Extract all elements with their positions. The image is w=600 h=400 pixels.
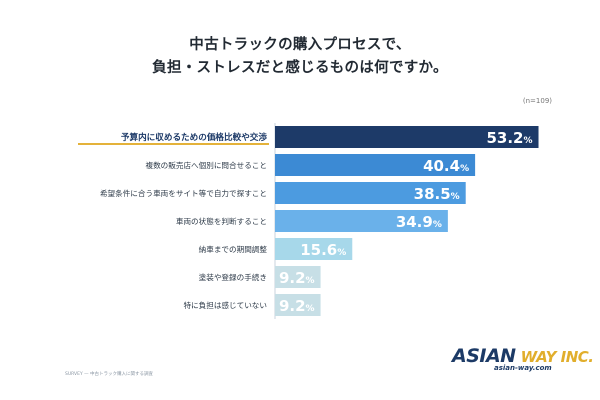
chart-title-line-2: 負担・ストレスだと感じるものは何ですか。 bbox=[152, 60, 448, 76]
bar bbox=[275, 266, 321, 288]
bar bbox=[275, 294, 321, 316]
data-label: 38.5% bbox=[414, 185, 460, 203]
data-label: 9.2% bbox=[279, 269, 315, 287]
data-label: 53.2% bbox=[486, 129, 532, 147]
bar bbox=[275, 154, 476, 176]
bar bbox=[275, 238, 353, 260]
category-label: 特に負担は感じていない bbox=[183, 300, 267, 310]
logo-word-secondary: WAY INC. bbox=[520, 348, 594, 366]
category-label: 希望条件に合う車両をサイト等で自力で探すこと bbox=[100, 188, 267, 198]
chart-title: 中古トラックの購入プロセスで、 負担・ストレスだと感じるものは何ですか。 bbox=[0, 34, 600, 80]
bar bbox=[275, 210, 448, 232]
category-label: 複数の販売店へ個別に問合せること bbox=[146, 160, 268, 170]
data-label: 9.2% bbox=[279, 297, 315, 315]
chart-title-line-1: 中古トラックの購入プロセスで、 bbox=[189, 37, 411, 53]
logo-word-primary: ASIAN bbox=[452, 345, 516, 367]
data-label: 34.9% bbox=[396, 213, 442, 231]
footnote: SURVEY — 中古トラック購入に関する調査 bbox=[65, 372, 154, 377]
bar bbox=[275, 182, 466, 204]
data-label: 40.4% bbox=[423, 157, 469, 175]
logo-url: asian-way.com bbox=[494, 364, 552, 372]
category-label: 納車までの期間調整 bbox=[199, 244, 268, 254]
category-label: 塗装や登録の手続き bbox=[199, 272, 267, 282]
bar bbox=[275, 126, 539, 148]
category-label: 車両の状態を判断すること bbox=[176, 216, 267, 226]
company-logo: ASIAN WAY INC. asian-way.com bbox=[452, 345, 594, 372]
sample-size: (n=109) bbox=[522, 97, 552, 105]
data-label: 15.6% bbox=[300, 241, 346, 259]
category-label: 予算内に収めるための価格比較や交渉 bbox=[121, 131, 268, 143]
